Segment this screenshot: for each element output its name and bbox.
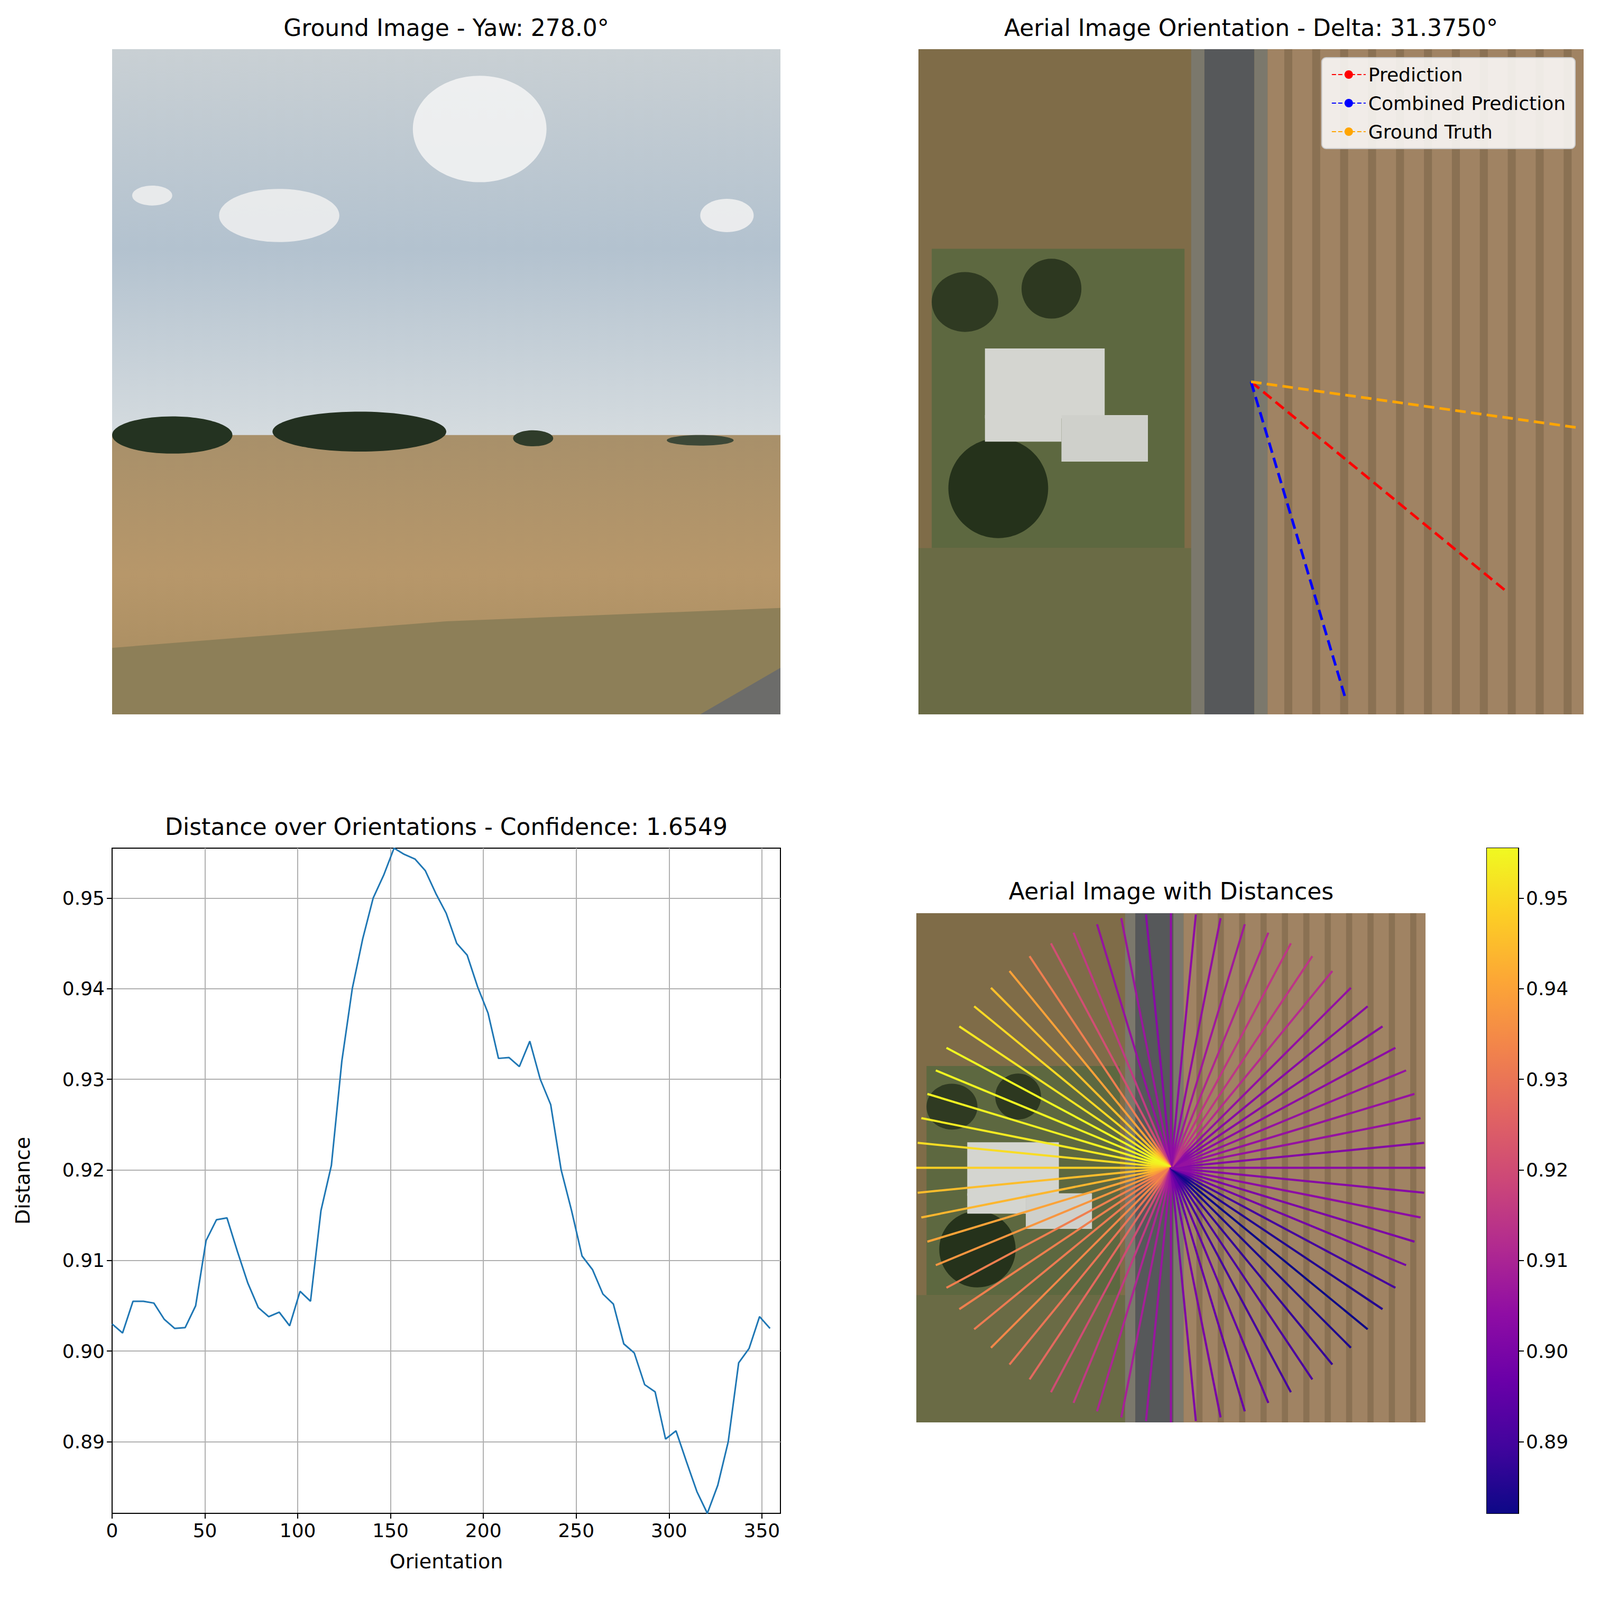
svg-text:300: 300 [650,1519,688,1542]
svg-text:0.93: 0.93 [62,1068,105,1091]
svg-text:0.92: 0.92 [1525,1159,1569,1181]
svg-text:0: 0 [106,1519,119,1542]
svg-text:0.91: 0.91 [1525,1249,1569,1272]
svg-text:100: 100 [279,1519,317,1542]
svg-text:0.93: 0.93 [1525,1068,1569,1091]
svg-text:Distance: Distance [11,1136,35,1225]
svg-text:Aerial Image Orientation - Del: Aerial Image Orientation - Delta: 31.375… [1004,14,1498,42]
svg-text:0.90: 0.90 [1525,1340,1569,1363]
svg-text:Aerial Image with Distances: Aerial Image with Distances [1008,877,1334,905]
svg-text:0.95: 0.95 [1525,887,1569,909]
svg-text:250: 250 [557,1519,595,1542]
svg-text:0.92: 0.92 [62,1159,105,1181]
svg-text:Orientation: Orientation [389,1549,504,1574]
svg-text:0.89: 0.89 [62,1430,105,1453]
svg-text:0.95: 0.95 [62,887,105,909]
svg-text:350: 350 [743,1519,781,1542]
svg-text:0.91: 0.91 [62,1249,105,1272]
svg-text:Ground Image - Yaw: 278.0°: Ground Image - Yaw: 278.0° [283,14,610,42]
svg-text:50: 50 [192,1519,218,1542]
svg-text:0.94: 0.94 [62,977,105,1000]
svg-text:0.89: 0.89 [1525,1430,1569,1453]
svg-text:150: 150 [372,1519,409,1542]
svg-text:0.90: 0.90 [62,1340,105,1363]
svg-text:0.94: 0.94 [1525,977,1569,1000]
svg-text:Distance over Orientations - C: Distance over Orientations - Confidence:… [164,813,728,841]
svg-text:Prediction: Prediction [1368,63,1464,86]
svg-text:200: 200 [465,1519,502,1542]
svg-text:Combined Prediction: Combined Prediction [1368,92,1566,115]
svg-text:Ground Truth: Ground Truth [1368,121,1493,143]
